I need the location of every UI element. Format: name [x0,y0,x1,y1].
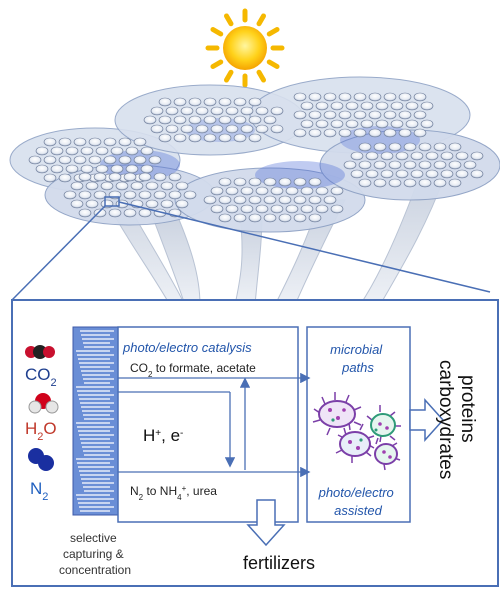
flow-lines [118,372,311,478]
membrane-label: selective capturing & concentration [59,531,131,577]
fertilizers-label: fertilizers [243,553,315,573]
proteins-arrow [409,398,445,442]
catalysis-title: photo/electro catalysis [122,340,252,355]
microbes-icon [312,392,401,471]
co2-product-text: CO2 to formate, acetate [130,361,256,379]
carriers-text: H+, e- [143,426,183,445]
selective-membrane [72,326,119,516]
co2-molecule-icon [25,345,55,359]
sun-icon [205,8,285,88]
microbial-top-label: microbial paths [330,342,386,375]
h2o-label: H2O [25,419,57,443]
co2-label: CO2 [25,365,57,389]
fertilizers-arrow [246,499,286,547]
n2-label: N2 [30,479,48,503]
output-proteins: proteins [457,375,478,443]
output-carboxydrates: carboxydrates [435,360,456,479]
microbial-bottom-label: photo/electro assisted [318,485,398,518]
artificial-tree-canopy [9,76,500,306]
catalysis-box [117,326,299,523]
n2-product-text: N2 to NH4+, urea [130,484,217,502]
n2-molecule-icon [28,448,54,471]
zoom-lines [11,196,491,301]
h2o-molecule-icon [28,393,59,414]
